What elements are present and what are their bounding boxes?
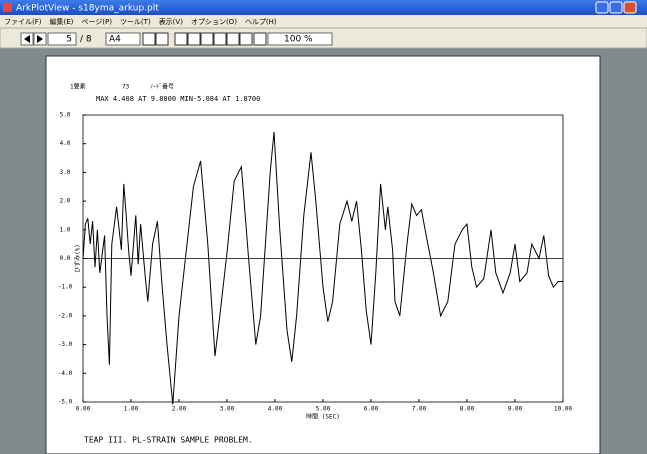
x-tick-label: 6.00 xyxy=(364,406,379,413)
maximize-button[interactable] xyxy=(609,1,623,14)
minimize-button[interactable] xyxy=(595,1,609,14)
menu-item[interactable]: オプション(O) xyxy=(191,18,237,26)
y-tick-label: 0.0 xyxy=(60,255,71,262)
paper-size: A4 xyxy=(109,35,121,45)
y-axis-label: ひずみ(%) xyxy=(74,244,82,273)
tool-button[interactable] xyxy=(239,32,253,46)
tool-button[interactable] xyxy=(253,32,267,46)
header-text: 73 xyxy=(122,84,130,91)
paper-select[interactable] xyxy=(105,32,141,46)
menu-item[interactable]: ファイル(F) xyxy=(4,18,42,26)
y-tick-label: -1.0 xyxy=(58,284,73,291)
zoom-select[interactable] xyxy=(267,32,333,46)
next-icon xyxy=(37,35,43,43)
chart-footer: TEAP III. PL-STRAIN SAMPLE PROBLEM. xyxy=(84,436,253,445)
page-input[interactable] xyxy=(47,32,77,46)
y-tick-label: 3.0 xyxy=(60,169,71,176)
tool-button[interactable] xyxy=(174,32,188,46)
header-text: 1要素 xyxy=(70,83,86,91)
prev-icon xyxy=(24,35,30,43)
header-text: ﾉｰﾄﾞ番号 xyxy=(150,84,174,91)
x-tick-label: 1.00 xyxy=(124,406,139,413)
y-tick-label: -2.0 xyxy=(58,312,73,319)
x-tick-label: 7.00 xyxy=(412,406,427,413)
x-tick-label: 0.00 xyxy=(76,406,91,413)
x-tick-label: 10.00 xyxy=(554,406,572,413)
x-tick-label: 8.00 xyxy=(460,406,475,413)
page-number: 5 xyxy=(66,35,72,45)
x-axis-label: 時間 (SEC) xyxy=(306,413,340,421)
tool-button[interactable] xyxy=(155,32,169,46)
data-line xyxy=(82,131,563,405)
tool-button[interactable] xyxy=(213,32,227,46)
y-tick-label: -3.0 xyxy=(58,341,73,348)
menu-item[interactable]: ページ(P) xyxy=(81,18,112,26)
y-tick-label: 5.0 xyxy=(60,112,71,119)
menu-item[interactable]: 編集(E) xyxy=(50,17,74,26)
y-tick-label: 1.0 xyxy=(60,226,71,233)
x-tick-label: 4.00 xyxy=(268,406,283,413)
page-count: / 8 xyxy=(80,35,92,45)
app-icon xyxy=(3,3,12,12)
menu-bar xyxy=(0,15,647,28)
y-tick-label: 2.0 xyxy=(60,198,71,205)
tool-button[interactable] xyxy=(200,32,214,46)
x-tick-label: 5.00 xyxy=(316,406,331,413)
zoom-level: 100 % xyxy=(284,35,313,45)
x-tick-label: 2.00 xyxy=(172,406,187,413)
x-tick-label: 3.00 xyxy=(220,406,235,413)
y-tick-label: -4.0 xyxy=(58,370,73,377)
tool-button[interactable] xyxy=(142,32,156,46)
menu-item[interactable]: ツール(T) xyxy=(120,18,151,26)
y-tick-label: 4.0 xyxy=(60,140,71,147)
y-tick-label: -5.0 xyxy=(58,399,73,406)
tool-button[interactable] xyxy=(187,32,201,46)
close-button[interactable] xyxy=(623,1,637,14)
window-title: ArkPlotView - s18yma_arkup.plt xyxy=(16,4,159,14)
tool-button[interactable] xyxy=(226,32,240,46)
menu-item[interactable]: 表示(V) xyxy=(159,17,184,26)
tool-buttons xyxy=(142,32,267,46)
menu-item[interactable]: ヘルプ(H) xyxy=(245,18,277,26)
title-bar xyxy=(0,0,647,15)
x-tick-label: 9.00 xyxy=(508,406,523,413)
chart-subtitle: MAX 4.408 AT 9.8000 MIN-5.084 AT 1.8700 xyxy=(96,95,260,103)
